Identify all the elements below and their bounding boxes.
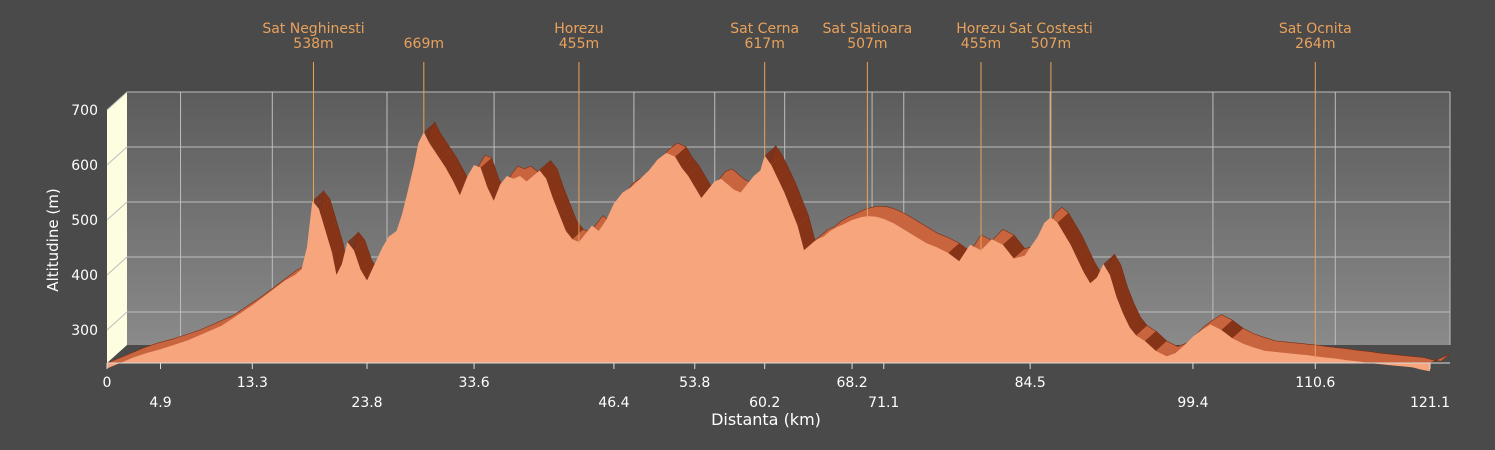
elevation-slope-shade [360,259,379,281]
elevation-slope-shade [434,141,452,160]
y-grid-depth-line [106,201,128,221]
elevation-slope-shade [440,149,457,168]
annotation-place-name: Sat Slatioara [823,21,913,37]
annotation-elevation-value: 507m [847,36,887,52]
y-grid-depth-line [106,256,128,276]
elevation-slope-shade [1057,212,1076,234]
annotation-elevation-value: 507m [1031,36,1071,52]
annotation-place-name: Horezu [956,21,1005,37]
x-tick-label: 84.5 [1015,375,1046,391]
elevation-slope-shade [675,146,693,168]
annotation-place-name: Sat Neghinesti [262,21,364,37]
elevation-slope-shade [325,221,344,253]
x-tick-label: 68.2 [836,375,867,391]
elevation-slope-shade [1123,303,1141,328]
elevation-slope-shade [1077,248,1095,273]
elevation-slope-shade [948,243,971,262]
elevation-slope-shade [552,188,571,215]
elevation-slope-shade [784,182,802,209]
elevation-slope-shade [1002,234,1025,259]
elevation-slope-shade [1221,320,1244,339]
annotation-elevation-value: 455m [961,36,1001,52]
x-tick-label: 0 [103,375,112,391]
annotation-place-name: Sat Cerna [730,21,799,37]
elevation-slope-shade [347,232,365,251]
elevation-slope-shade [681,157,700,176]
y-tick-label: 500 [71,213,98,229]
elevation-slope-shade [1064,223,1082,245]
elevation-area [106,121,1451,372]
y-tick-label: 300 [71,323,98,339]
y-grid-depth-line [106,311,128,331]
elevation-slope-shade [445,157,465,182]
x-tick-label: 13.3 [237,375,268,391]
x-tick-label: 4.9 [149,395,171,411]
elevation-slope-shade [1144,331,1167,351]
x-tick-label: 60.2 [749,395,780,411]
elevation-slope-shade [1129,317,1148,336]
y-axis-label: Altitudine (m) [44,188,62,291]
axes: 300 400 500 600 700 0 13.3 33.6 53.8 68.2 84.5 110.… [71,103,1450,411]
elevation-slope-shade [480,157,499,187]
elevation-slope-shade [797,215,816,251]
annotation-place-name: Sat Ocnita [1279,21,1352,37]
elevation-slope-shade [777,168,796,193]
y-grid-depth-line [106,146,128,166]
elevation-slope-shade [318,199,337,231]
x-tick-label: 71.1 [868,395,899,411]
x-tick-label: 99.4 [1177,395,1208,411]
elevation-slope-shade [1103,254,1121,275]
y-tick-label: 700 [71,103,98,119]
y-grid-depth-line [106,91,128,111]
elevation-slope-shade [423,122,441,143]
annotation-elevation-value: 455m [559,36,599,52]
elevation-slope-shade [312,190,330,209]
x-tick-label: 23.8 [351,395,382,411]
elevation-slope-shade [1083,262,1102,284]
x-tick-label: 110.6 [1295,375,1335,391]
elevation-slope-shade [539,160,558,179]
annotation-elevation-value: 264m [1295,36,1335,52]
elevation-slope-shade [453,171,471,196]
annotation-place-name: Horezu [554,21,603,37]
elevation-slope-shade [559,204,577,231]
elevation-slope-shade [790,199,809,226]
elevation-slope-shade [764,145,783,165]
annotation-place-name: Sat Costesti [1009,21,1093,37]
elevation-slope-shade [694,177,713,198]
annotation-elevation-value: 669m [404,36,444,52]
elevation-slope-shade [771,155,789,179]
plot-side-wall [107,92,127,363]
elevation-slope-shade [688,166,706,187]
y-tick-label: 400 [71,268,98,284]
x-tick-label: 33.6 [458,375,489,391]
x-tick-label: 46.4 [598,395,629,411]
elevation-slope-shade [1116,287,1135,314]
elevation-slope-shade [487,177,505,201]
elevation-slope-shade [429,133,446,152]
x-tick-label: 121.1 [1410,395,1450,411]
x-tick-label: 53.8 [679,375,710,391]
x-axis-label: Distanta (km) [711,410,821,429]
elevation-slope-shade [546,168,564,198]
elevation-slope-shade [1070,234,1089,259]
elevation-slope-shade [353,240,372,270]
elevation-area-front [107,132,1430,372]
annotation-elevation-value: 617m [744,36,784,52]
y-tick-label: 600 [71,158,98,174]
elevation-slope-shade [1109,265,1128,297]
annotation-elevation-value: 538m [293,36,333,52]
